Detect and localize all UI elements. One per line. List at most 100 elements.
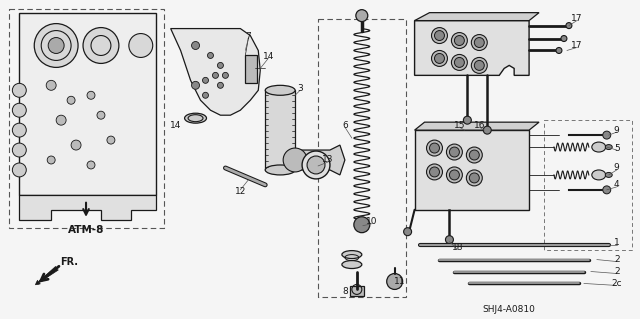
- Circle shape: [435, 31, 444, 41]
- Circle shape: [129, 33, 153, 57]
- Circle shape: [435, 54, 444, 63]
- Circle shape: [87, 161, 95, 169]
- Polygon shape: [415, 130, 529, 210]
- Circle shape: [35, 24, 78, 67]
- Text: 14: 14: [170, 121, 181, 130]
- Circle shape: [474, 60, 484, 70]
- Text: 5: 5: [614, 144, 620, 152]
- Circle shape: [603, 131, 611, 139]
- Circle shape: [191, 41, 200, 49]
- Polygon shape: [265, 90, 295, 170]
- Circle shape: [404, 228, 412, 236]
- Bar: [318, 19, 406, 297]
- Polygon shape: [415, 13, 539, 21]
- Circle shape: [431, 50, 447, 66]
- Circle shape: [223, 72, 228, 78]
- Text: 16: 16: [474, 121, 485, 130]
- Circle shape: [283, 148, 307, 172]
- Circle shape: [445, 236, 453, 244]
- Text: 9: 9: [614, 163, 620, 173]
- Text: 1: 1: [614, 238, 620, 247]
- Circle shape: [603, 186, 611, 194]
- Circle shape: [447, 144, 462, 160]
- Circle shape: [46, 80, 56, 90]
- Ellipse shape: [265, 85, 295, 95]
- Circle shape: [356, 10, 368, 22]
- Circle shape: [71, 140, 81, 150]
- Circle shape: [447, 167, 462, 183]
- Circle shape: [451, 33, 467, 48]
- Circle shape: [302, 151, 330, 179]
- Circle shape: [429, 167, 440, 177]
- Circle shape: [451, 55, 467, 70]
- Ellipse shape: [605, 173, 612, 177]
- Text: 18: 18: [452, 243, 463, 252]
- Text: 12: 12: [235, 187, 246, 197]
- Circle shape: [207, 52, 214, 58]
- Bar: [544, 120, 632, 249]
- Text: 8: 8: [342, 287, 348, 296]
- Text: 6: 6: [342, 121, 348, 130]
- Circle shape: [431, 27, 447, 43]
- Circle shape: [307, 156, 325, 174]
- Ellipse shape: [342, 261, 362, 269]
- Circle shape: [467, 170, 483, 186]
- Circle shape: [107, 136, 115, 144]
- Circle shape: [474, 38, 484, 48]
- Polygon shape: [19, 195, 156, 220]
- Ellipse shape: [605, 145, 612, 150]
- Ellipse shape: [184, 113, 207, 123]
- Circle shape: [463, 116, 471, 124]
- Circle shape: [12, 83, 26, 97]
- Polygon shape: [295, 145, 345, 175]
- Text: 4: 4: [614, 180, 620, 189]
- Circle shape: [469, 173, 479, 183]
- Circle shape: [566, 23, 572, 29]
- Ellipse shape: [592, 170, 605, 180]
- Circle shape: [12, 143, 26, 157]
- Text: 7: 7: [245, 32, 251, 41]
- Text: 13: 13: [322, 155, 333, 165]
- Circle shape: [83, 27, 119, 63]
- Text: 17: 17: [571, 14, 582, 23]
- Circle shape: [202, 78, 209, 83]
- Text: 9: 9: [614, 126, 620, 135]
- Polygon shape: [171, 29, 260, 115]
- Circle shape: [12, 123, 26, 137]
- Circle shape: [387, 273, 403, 289]
- Text: 2: 2: [614, 267, 620, 276]
- Circle shape: [12, 163, 26, 177]
- Circle shape: [218, 63, 223, 68]
- Circle shape: [97, 111, 105, 119]
- Text: 3: 3: [297, 84, 303, 93]
- Circle shape: [561, 35, 567, 41]
- Circle shape: [449, 170, 460, 180]
- Circle shape: [67, 96, 75, 104]
- Circle shape: [483, 126, 492, 134]
- Text: 2c: 2c: [611, 279, 622, 288]
- Circle shape: [471, 57, 487, 73]
- Bar: [10, 9, 164, 228]
- Ellipse shape: [357, 13, 367, 19]
- Circle shape: [212, 72, 218, 78]
- Polygon shape: [19, 13, 156, 195]
- Circle shape: [218, 82, 223, 88]
- Circle shape: [454, 57, 465, 67]
- Ellipse shape: [342, 251, 362, 259]
- Polygon shape: [415, 122, 539, 130]
- Circle shape: [454, 35, 465, 46]
- Polygon shape: [415, 21, 529, 75]
- Ellipse shape: [592, 142, 605, 152]
- Bar: [245, 56, 257, 83]
- Circle shape: [202, 92, 209, 98]
- Circle shape: [426, 140, 442, 156]
- Circle shape: [56, 115, 66, 125]
- Circle shape: [467, 147, 483, 163]
- Text: 10: 10: [366, 217, 378, 226]
- Circle shape: [426, 164, 442, 180]
- Circle shape: [12, 103, 26, 117]
- Circle shape: [47, 156, 55, 164]
- Text: SHJ4-A0810: SHJ4-A0810: [483, 305, 536, 314]
- Circle shape: [469, 150, 479, 160]
- Text: 17: 17: [571, 41, 582, 50]
